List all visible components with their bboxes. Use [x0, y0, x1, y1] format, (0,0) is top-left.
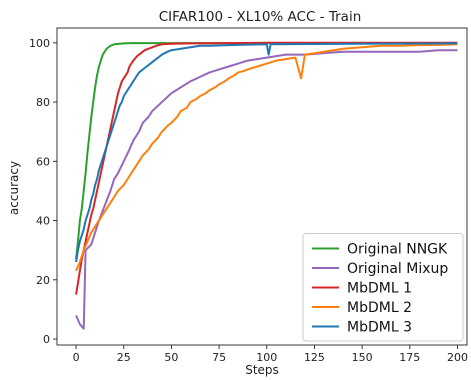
y-axis-label: accuracy — [7, 161, 21, 215]
x-tick-label-5: 125 — [304, 351, 325, 364]
x-tick-label-2: 50 — [164, 351, 178, 364]
y-tick-label-2: 40 — [36, 215, 50, 228]
x-axis-ticks: 0 25 50 75 100 125 150 175 200 — [73, 345, 468, 364]
legend-label-3: MbDML 2 — [347, 300, 412, 316]
y-tick-label-3: 60 — [36, 155, 50, 168]
x-tick-label-3: 75 — [212, 351, 226, 364]
series-line-3 — [75, 43, 458, 272]
x-tick-label-6: 150 — [352, 351, 373, 364]
legend-label-4: MbDML 3 — [347, 320, 412, 336]
series-line-2 — [75, 41, 458, 295]
series-layer — [75, 41, 458, 330]
plot-frame — [56, 27, 468, 346]
legend-label-2: MbDML 1 — [347, 281, 412, 297]
x-tick-label-4: 100 — [256, 351, 277, 364]
x-tick-label-0: 0 — [73, 351, 80, 364]
y-axis-ticks: 0 20 40 60 80 100 — [29, 37, 57, 346]
legend-box — [302, 233, 464, 342]
y-tick-label-5: 100 — [29, 37, 50, 50]
legend: Original NNGK Original Mixup MbDML 1 MbDML … — [302, 233, 464, 342]
x-tick-label-8: 200 — [447, 351, 468, 364]
x-axis-label: Steps — [245, 363, 279, 377]
legend-label-1: Original Mixup — [347, 261, 448, 277]
series-line-4 — [75, 42, 458, 263]
chart-title: CIFAR100 - XL10% ACC - Train — [159, 9, 362, 25]
series-line-0 — [75, 42, 458, 260]
y-tick-label-0: 0 — [43, 333, 50, 346]
series-line-1 — [75, 49, 458, 330]
y-tick-label-4: 80 — [36, 96, 50, 109]
x-tick-label-1: 25 — [117, 351, 131, 364]
y-tick-label-1: 20 — [36, 274, 50, 287]
legend-label-0: Original NNGK — [347, 242, 448, 258]
x-tick-label-7: 175 — [399, 351, 420, 364]
